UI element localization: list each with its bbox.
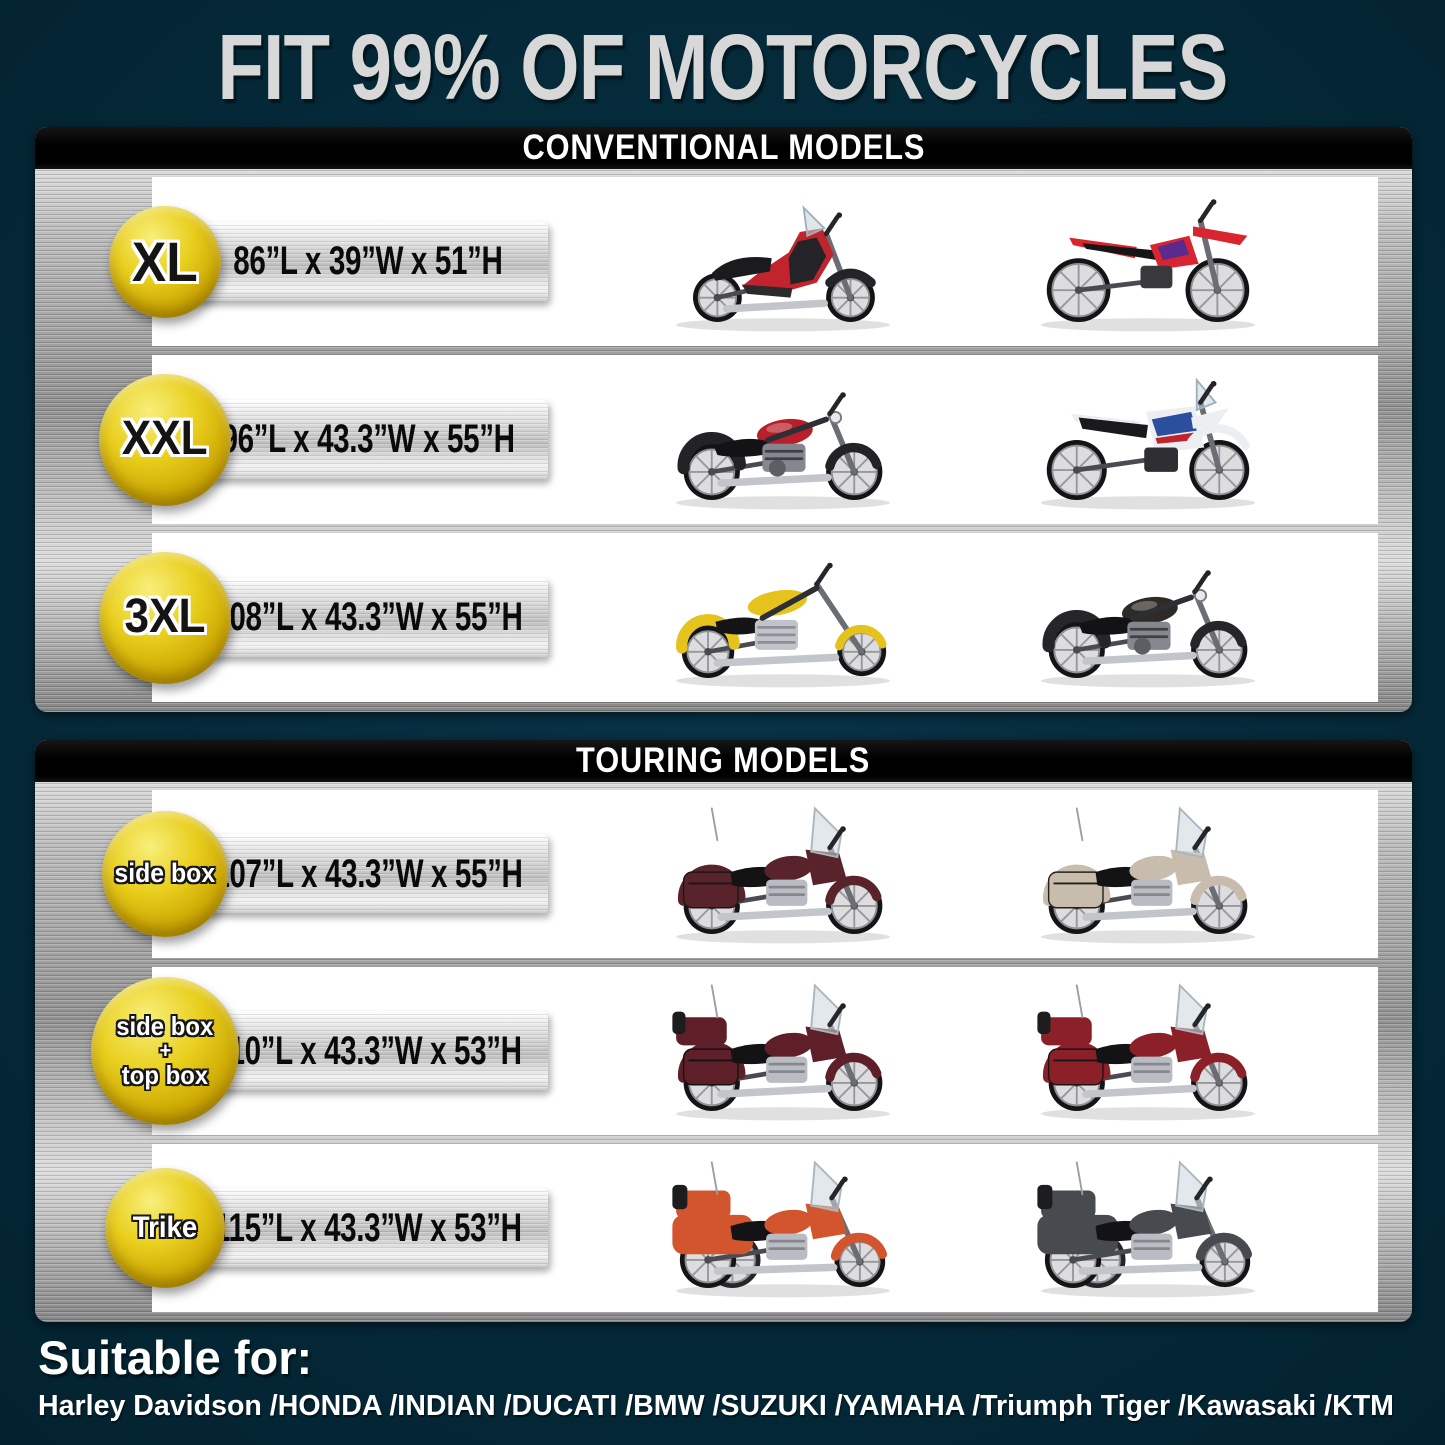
size-badge-xxl: XXL [99, 373, 231, 506]
motorcycle-image [998, 799, 1298, 949]
bike-images [567, 359, 1364, 520]
size-row-side-box: side box 107”L x 43.3”W x 55”H [102, 790, 1378, 958]
size-badge-label: side box [114, 858, 216, 889]
dimensions-text: 110”L x 43.3”W x 53”H [214, 1028, 522, 1073]
motorcycle-image [633, 365, 933, 515]
size-badge-xl: XL [109, 205, 221, 318]
section-header-label: TOURING MODELS [576, 741, 871, 780]
dimensions-text: 86”L x 39”W x 51”H [233, 239, 503, 283]
panel-conventional-models: CONVENTIONAL MODELS XL 86”L x 39”W x 51”… [35, 127, 1412, 712]
motorcycle-image [998, 365, 1298, 515]
size-badge-label: top box [121, 1060, 209, 1091]
rows-conventional: XL 86”L x 39”W x 51”H XXL 96”L x 43.3”W … [99, 177, 1378, 702]
size-badge-label: XL [132, 229, 198, 293]
motorcycle-image [633, 187, 933, 337]
dimensions-text: 107”L x 43.3”W x 55”H [213, 851, 523, 896]
dimensions-bar: 115”L x 43.3”W x 53”H [188, 1188, 548, 1268]
motorcycle-image [633, 976, 933, 1126]
dimensions-text: 108”L x 43.3”W x 55”H [213, 595, 523, 639]
dimensions-text: 115”L x 43.3”W x 53”H [214, 1205, 522, 1250]
size-row-side-top-box: side box + top box 110”L x 43.3”W x 53”H [91, 967, 1378, 1135]
size-row-trike: Trike 115”L x 43.3”W x 53”H [105, 1144, 1378, 1312]
motorcycle-image [633, 543, 933, 693]
section-header: CONVENTIONAL MODELS [35, 127, 1412, 169]
size-badge-side-top-box: side box + top box [91, 977, 239, 1125]
bike-images [567, 181, 1364, 342]
motorcycle-image [998, 976, 1298, 1126]
suitable-for-title: Suitable for: [38, 1331, 313, 1384]
size-badge-3xl: 3XL [99, 551, 231, 684]
motorcycle-image [633, 799, 933, 949]
plus-sign: + [159, 1037, 171, 1063]
dimensions-bar: 86”L x 39”W x 51”H [188, 221, 548, 302]
bike-images [567, 794, 1364, 954]
brand-list: Harley Davidson /HONDA /INDIAN /DUCATI /… [38, 1390, 1394, 1422]
dimensions-text: 96”L x 43.3”W x 55”H [221, 417, 515, 461]
size-badge-label: Trike [132, 1210, 198, 1244]
bike-images [567, 537, 1364, 698]
rows-touring: side box 107”L x 43.3”W x 55”H side box … [91, 790, 1378, 1312]
size-badge-label: XXL [122, 412, 208, 466]
size-badge-trike: Trike [105, 1168, 225, 1288]
dimensions-bar: 110”L x 43.3”W x 53”H [188, 1011, 548, 1091]
section-header-label: CONVENTIONAL MODELS [522, 128, 925, 167]
size-badge-side-box: side box [102, 811, 228, 937]
page-title: FIT 99% OF MOTORCYCLES [217, 15, 1228, 119]
size-row-3xl: 3XL 108”L x 43.3”W x 55”H [99, 533, 1378, 702]
size-badge-label: side box [116, 1011, 214, 1042]
section-header: TOURING MODELS [35, 740, 1412, 782]
size-row-xxl: XXL 96”L x 43.3”W x 55”H [99, 355, 1378, 524]
dimensions-bar: 108”L x 43.3”W x 55”H [188, 577, 548, 658]
size-badge-label: 3XL [124, 590, 206, 644]
motorcycle-image [998, 1153, 1298, 1303]
motorcycle-image [998, 543, 1298, 693]
dimensions-bar: 107”L x 43.3”W x 55”H [188, 834, 548, 914]
motorcycle-image [998, 187, 1298, 337]
size-row-xl: XL 86”L x 39”W x 51”H [109, 177, 1378, 346]
panel-touring-models: TOURING MODELS side box 107”L x 43.3”W x… [35, 740, 1412, 1322]
motorcycle-image [633, 1153, 933, 1303]
bike-images [567, 1148, 1364, 1308]
dimensions-bar: 96”L x 43.3”W x 55”H [188, 399, 548, 480]
bike-images [567, 971, 1364, 1131]
